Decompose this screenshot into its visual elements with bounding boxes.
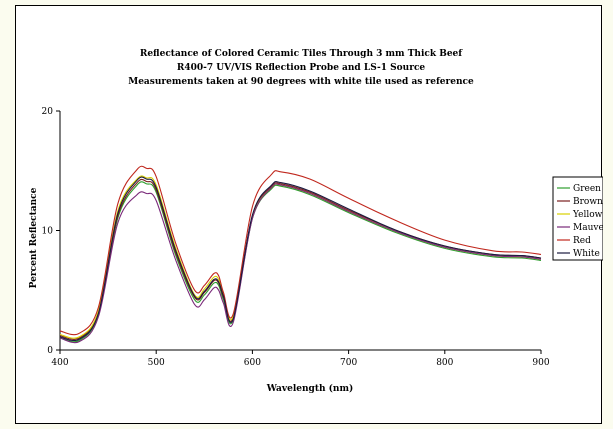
y-tick-label: 10 <box>42 227 54 237</box>
x-tick-label: 800 <box>436 358 453 368</box>
series-line-green <box>59 181 542 343</box>
x-tick-label: 500 <box>148 358 165 368</box>
x-tick-label: 700 <box>340 358 357 368</box>
chart-frame: Reflectance of Colored Ceramic Tiles Thr… <box>15 5 603 424</box>
chart-title-line-2: R400-7 UV/VIS Reflection Probe and LS-1 … <box>177 63 426 73</box>
chart-title-line-1: Reflectance of Colored Ceramic Tiles Thr… <box>140 49 463 59</box>
series-line-brown <box>59 178 542 340</box>
legend-label-white: White <box>573 249 600 259</box>
y-axis-label: Percent Reflectance <box>29 187 39 288</box>
chart-svg: Reflectance of Colored Ceramic Tiles Thr… <box>29 49 603 394</box>
plot-axes <box>56 110 542 354</box>
y-tick-label: 20 <box>42 107 54 117</box>
legend-label-green: Green <box>573 184 601 194</box>
legend: Green Brown Yellow Mauve Red White <box>552 176 603 261</box>
legend-label-brown: Brown <box>573 197 603 207</box>
x-tick-label: 900 <box>532 358 549 368</box>
legend-box <box>552 176 603 261</box>
legend-label-mauve: Mauve <box>573 223 603 233</box>
series-lines <box>59 165 542 344</box>
y-tick-label: 0 <box>47 346 53 356</box>
series-line-white <box>59 176 542 342</box>
series-line-red <box>59 165 542 336</box>
x-tick-label: 400 <box>51 358 68 368</box>
series-line-mauve <box>59 183 542 344</box>
series-line-yellow <box>59 175 542 339</box>
x-tick-label: 600 <box>244 358 261 368</box>
legend-label-yellow: Yellow <box>572 210 603 220</box>
legend-label-red: Red <box>573 236 591 246</box>
chart-title-line-3: Measurements taken at 90 degrees with wh… <box>128 77 474 87</box>
tick-labels: 400 500 600 700 800 900 0 10 20 <box>42 107 550 368</box>
x-axis-label: Wavelength (nm) <box>266 383 354 394</box>
